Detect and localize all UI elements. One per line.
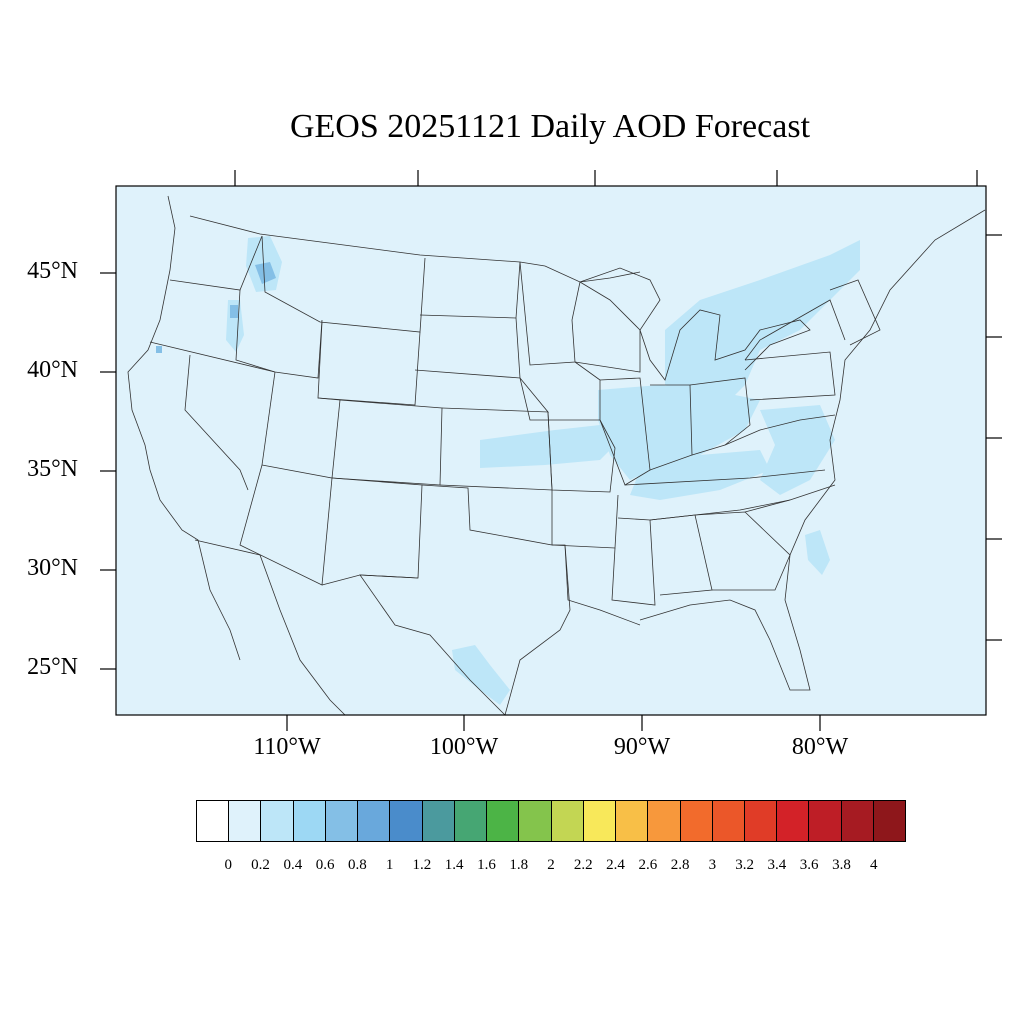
colorbar-swatch <box>616 801 649 841</box>
colorbar-swatch <box>777 801 810 841</box>
colorbar <box>196 800 906 842</box>
colorbar-swatch <box>358 801 391 841</box>
colorbar-swatch <box>712 801 745 841</box>
colorado-border <box>331 399 443 486</box>
nevada-utah-border <box>261 371 276 466</box>
aod-patch-tennessee <box>630 450 770 500</box>
lat-label: 40°N <box>27 357 78 383</box>
colorbar-swatch <box>487 801 520 841</box>
colorbar-tick-label: 3.8 <box>832 857 851 873</box>
aod-hotspot-idaho <box>230 305 238 318</box>
colorbar-swatch <box>648 801 681 841</box>
colorbar-tick-label: 2.4 <box>606 857 625 873</box>
plot-title: GEOS 20251121 Daily AOD Forecast <box>289 108 811 145</box>
colorbar-swatch <box>229 801 262 841</box>
colorbar-tick-label: 1 <box>385 857 394 873</box>
colorbar-swatch <box>873 801 906 841</box>
colorbar-tick-label: 0 <box>224 857 233 873</box>
colorbar-swatch <box>454 801 488 841</box>
lat-label: 45°N <box>27 258 78 284</box>
lon-label: 90°W <box>613 734 671 760</box>
ohio-border <box>689 377 751 456</box>
carolina-border <box>744 484 836 513</box>
colorbar-tick-label: 0.2 <box>251 857 270 873</box>
colorbar-tick-label: 3.4 <box>767 857 787 873</box>
virginia-border <box>724 414 836 446</box>
aod-patch-texas-south <box>452 645 510 705</box>
new-england-border <box>829 279 881 346</box>
colorbar-swatch <box>583 801 617 841</box>
colorbar-swatch <box>809 801 842 841</box>
aod-patch-carolina-coast <box>805 530 830 575</box>
colorbar-swatch <box>197 801 230 841</box>
lat-label: 25°N <box>27 654 78 680</box>
west-coast <box>127 195 241 661</box>
colorbar-tick-label: 2.2 <box>573 857 593 873</box>
map-frame <box>115 185 987 716</box>
louisiana-border <box>564 544 641 626</box>
mississippi-border <box>611 519 656 606</box>
lon-label: 100°W <box>429 734 499 760</box>
colorbar-swatch <box>390 801 423 841</box>
utah-border <box>261 397 341 479</box>
aod-hotspot-montana <box>255 262 276 284</box>
colorbar-swatch <box>422 801 455 841</box>
indiana-border <box>649 384 693 471</box>
aod-patch-southern-plains <box>480 425 615 468</box>
ca-nv-border <box>184 354 249 491</box>
colorbar-tick-label: 4 <box>869 857 878 873</box>
colorbar-tick-label: 3.2 <box>735 857 754 873</box>
colorbar-tick-label: 3 <box>708 857 717 873</box>
colorbar-tick-label: 0.8 <box>347 857 367 873</box>
wyoming-border <box>317 321 421 406</box>
colorbar-swatch <box>293 801 326 841</box>
colorbar-swatch <box>551 801 584 841</box>
mexico-coast <box>194 539 346 716</box>
aod-patch-virginia <box>760 405 835 495</box>
lat-label: 30°N <box>27 555 78 581</box>
aod-patch-northeast <box>665 240 860 400</box>
colorbar-tick-label: 0.4 <box>283 857 303 873</box>
east-coast <box>639 209 986 691</box>
axis-ticks <box>100 170 1002 731</box>
colorbar-tick-label: 1.2 <box>412 857 432 873</box>
aod-patch-ohio-valley <box>598 385 760 480</box>
new-york-border <box>744 299 846 361</box>
great-lakes <box>579 267 811 381</box>
colorbar-tick-label: 0.6 <box>315 857 335 873</box>
colorbar-tick-label: 2.6 <box>638 857 658 873</box>
aod-hotspot-oregon <box>156 346 162 353</box>
oklahoma-border <box>421 484 553 546</box>
colorbar-tick-label: 1.8 <box>509 857 529 873</box>
colorbar-tick-label: 2 <box>547 857 555 873</box>
colorbar-swatch <box>744 801 778 841</box>
arizona-border <box>239 464 333 586</box>
colorbar-tick-label: 1.6 <box>477 857 496 873</box>
colorbar-swatch <box>841 801 874 841</box>
colorbar-tick-label: 2.8 <box>670 857 690 873</box>
colorbar-tick-label: 1.4 <box>444 857 464 873</box>
tennessee-kentucky-border <box>624 469 826 486</box>
state-boundaries <box>127 195 986 716</box>
colorbar-swatch <box>325 801 359 841</box>
colorbar-swatch <box>680 801 713 841</box>
aod-patches <box>226 236 860 705</box>
pennsylvania-border <box>744 351 836 401</box>
northern-border <box>189 215 641 283</box>
colorbar-swatch <box>261 801 294 841</box>
lat-label: 35°N <box>27 456 78 482</box>
colorbar-tick-label: 3.6 <box>799 857 819 873</box>
lon-label: 80°W <box>791 734 849 760</box>
or-ca-border <box>149 341 276 373</box>
aod-hotspots <box>156 262 276 353</box>
missouri-border <box>547 411 616 493</box>
lon-label: 110°W <box>253 734 321 760</box>
tennessee-southern-border <box>617 499 791 521</box>
montana-border <box>261 235 426 333</box>
colorbar-swatch <box>519 801 552 841</box>
